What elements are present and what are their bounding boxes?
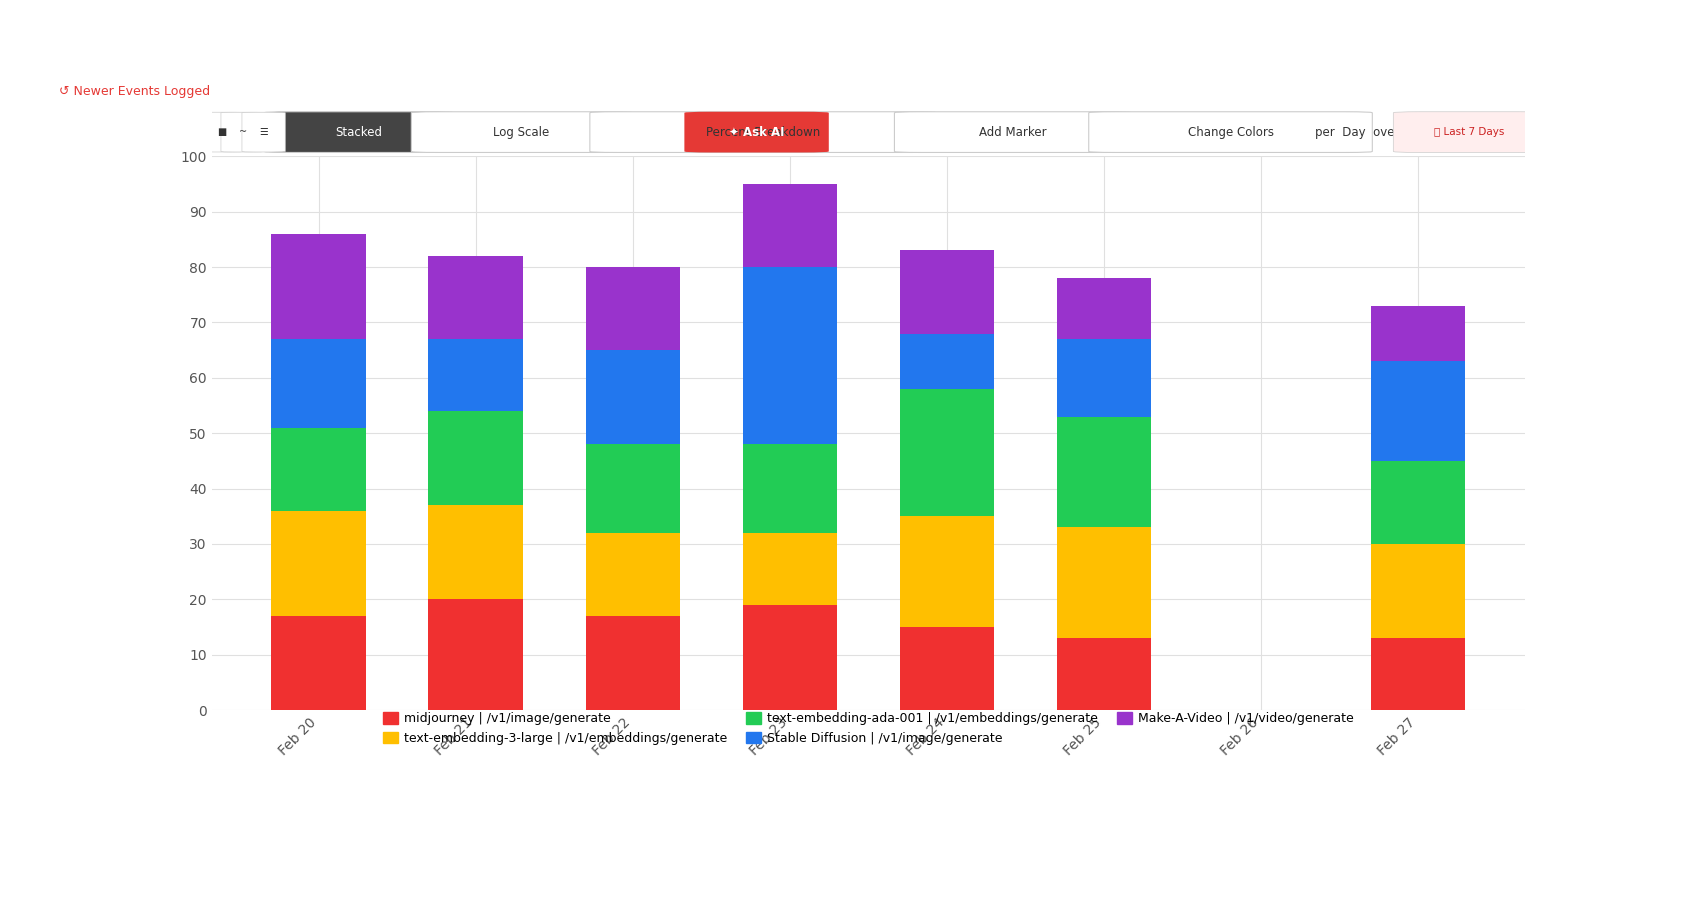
FancyBboxPatch shape	[200, 112, 244, 152]
Bar	[271, 339, 366, 428]
Bar	[900, 628, 994, 710]
Text: Percent Breakdown: Percent Breakdown	[706, 126, 820, 138]
FancyBboxPatch shape	[894, 111, 1132, 153]
Text: per  Day  over: per Day over	[1315, 126, 1399, 138]
Bar	[429, 256, 523, 339]
Bar	[900, 334, 994, 389]
Bar	[1370, 361, 1465, 461]
Bar	[742, 533, 837, 605]
FancyBboxPatch shape	[1089, 111, 1372, 153]
Bar	[429, 411, 523, 505]
Bar	[1057, 416, 1150, 528]
FancyBboxPatch shape	[684, 111, 828, 153]
Bar	[586, 616, 679, 710]
FancyBboxPatch shape	[242, 112, 285, 152]
Bar	[742, 444, 837, 533]
Bar	[1370, 638, 1465, 710]
FancyBboxPatch shape	[264, 111, 454, 153]
Bar	[429, 505, 523, 600]
Text: Stacked: Stacked	[335, 126, 383, 138]
Bar	[742, 605, 837, 710]
Legend: midjourney | /v1/image/generate, text-embedding-3-large | /v1/embeddings/generat: midjourney | /v1/image/generate, text-em…	[378, 708, 1359, 750]
Bar	[586, 267, 679, 351]
FancyBboxPatch shape	[1392, 111, 1545, 153]
Text: Add Marker: Add Marker	[979, 126, 1047, 138]
Bar	[900, 389, 994, 516]
Bar	[271, 616, 366, 710]
Bar	[1370, 306, 1465, 361]
Bar	[900, 251, 994, 334]
FancyBboxPatch shape	[590, 111, 937, 153]
Bar	[900, 516, 994, 628]
Text: ↺ Newer Events Logged: ↺ Newer Events Logged	[59, 85, 210, 98]
Bar	[1057, 339, 1150, 416]
Bar	[1370, 544, 1465, 638]
Bar	[1057, 528, 1150, 638]
Bar	[429, 600, 523, 710]
Text: ■: ■	[217, 127, 227, 138]
Bar	[586, 533, 679, 616]
Bar	[586, 351, 679, 444]
Bar	[1057, 638, 1150, 710]
Text: 📅 Last 7 Days: 📅 Last 7 Days	[1433, 127, 1504, 138]
Bar	[429, 339, 523, 411]
FancyBboxPatch shape	[220, 112, 264, 152]
Bar	[271, 234, 366, 339]
Bar	[586, 444, 679, 533]
Bar	[1057, 278, 1150, 339]
Text: ~: ~	[239, 127, 247, 138]
Text: Log Scale: Log Scale	[493, 126, 551, 138]
FancyBboxPatch shape	[412, 111, 632, 153]
Text: ✦ Ask AI: ✦ Ask AI	[728, 126, 784, 138]
Bar	[271, 511, 366, 616]
Bar	[742, 267, 837, 444]
Bar	[271, 428, 366, 511]
Text: Change Colors: Change Colors	[1187, 126, 1274, 138]
Bar	[742, 184, 837, 267]
Text: ☰: ☰	[259, 127, 268, 138]
Bar	[1370, 461, 1465, 544]
